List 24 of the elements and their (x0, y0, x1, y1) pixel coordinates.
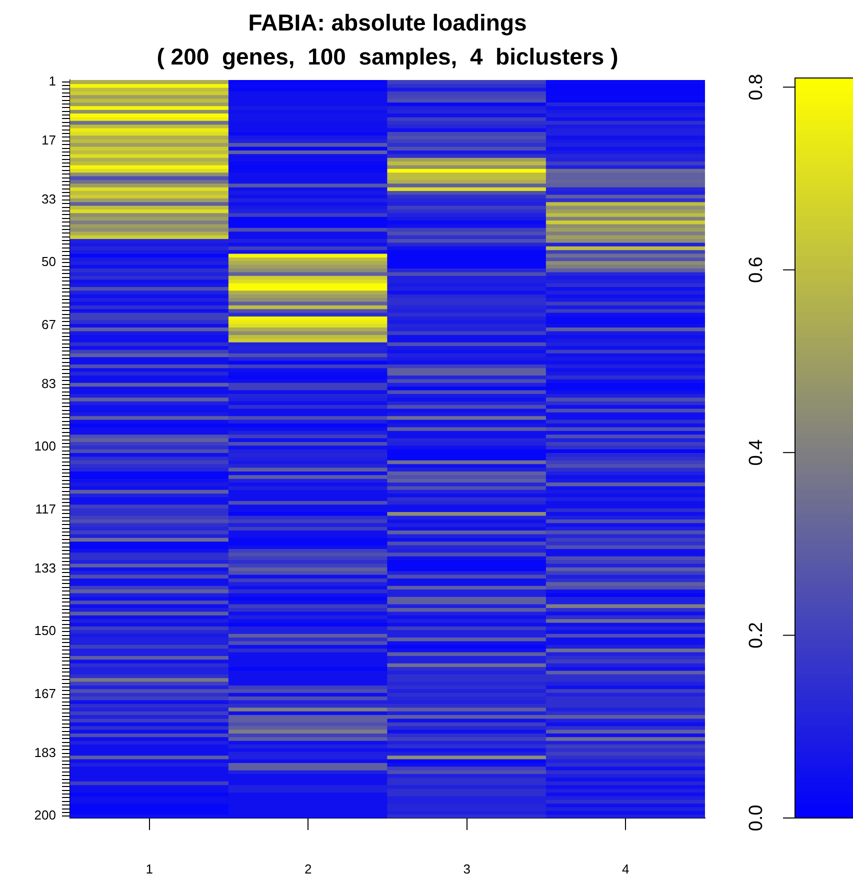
y-tick-label: 150 (34, 623, 56, 638)
y-tick-label: 33 (42, 192, 56, 207)
chart-subtitle: ( 200 genes, 100 samples, 4 biclusters ) (156, 43, 618, 70)
y-tick-label: 117 (35, 501, 56, 516)
x-tick-label: 3 (463, 861, 470, 876)
y-tick-label: 167 (34, 686, 56, 701)
color-bar-label: 0.6 (746, 256, 768, 284)
color-bar-label: 0.2 (746, 622, 768, 648)
x-tick-label: 2 (304, 861, 312, 876)
y-tick-label: 200 (34, 808, 56, 823)
color-bar-label: 0.4 (746, 438, 768, 466)
x-tick-label: 4 (622, 861, 630, 876)
x-tick-label: 1 (146, 861, 153, 876)
y-tick-label: 83 (42, 376, 56, 392)
y-tick-label: 67 (42, 316, 56, 332)
y-tick-label: 133 (34, 560, 56, 576)
y-tick-label: 183 (34, 745, 56, 760)
color-bar-label: 0.8 (746, 74, 768, 100)
y-tick-label: 17 (42, 132, 56, 148)
y-tick-label: 100 (34, 438, 56, 454)
color-bar-label: 0.0 (746, 804, 768, 832)
chart-title: FABIA: absolute loadings (248, 9, 527, 36)
y-tick-label: 1 (48, 73, 56, 88)
y-tick-label: 50 (42, 254, 56, 270)
